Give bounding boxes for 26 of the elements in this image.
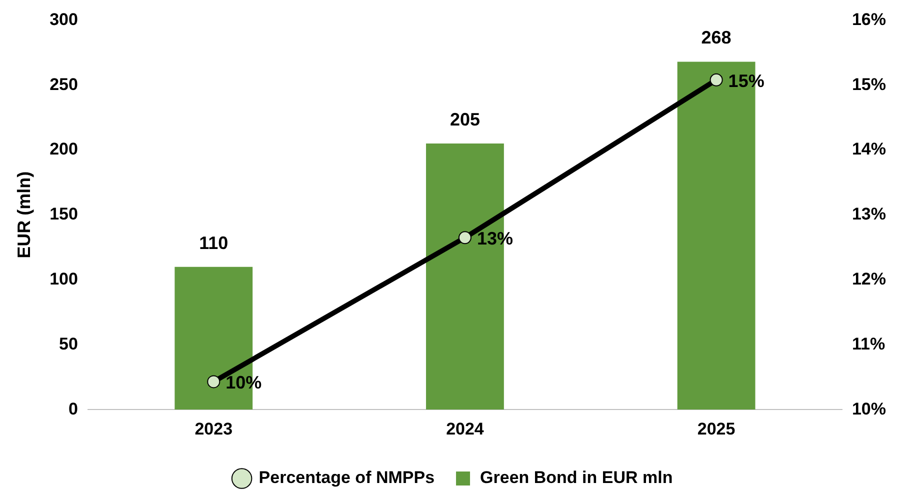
y-tick-label: 200 <box>50 140 78 159</box>
y2-tick-label: 10% <box>852 399 886 418</box>
y-tick-label: 0 <box>68 399 78 418</box>
y-tick-label: 300 <box>50 10 78 29</box>
y-axis-title: EUR (mln) <box>14 171 34 258</box>
data-label: 205 <box>450 109 480 130</box>
x-tick-label: 2024 <box>446 419 484 438</box>
y-tick-label: 250 <box>50 74 78 94</box>
y-tick-label: 150 <box>50 204 78 224</box>
y2-tick-label: 16% <box>852 10 886 29</box>
x-tick-label: 2025 <box>697 419 736 438</box>
point <box>207 375 220 388</box>
point <box>710 73 723 86</box>
y2-tick-label: 11% <box>852 334 886 354</box>
data-label: 110 <box>199 232 228 253</box>
data-label: 268 <box>701 28 732 48</box>
legend-label: Green Bond in EUR mln <box>480 468 673 488</box>
y-tick-label: 50 <box>59 334 78 354</box>
x-tick-label: 2023 <box>194 419 233 438</box>
y-tick-label: 100 <box>50 269 78 288</box>
y2-tick-label: 13% <box>852 204 886 224</box>
point <box>458 231 472 244</box>
y2-tick-label: 12% <box>852 269 886 288</box>
y2-tick-label: 14% <box>852 140 886 159</box>
y2-tick-label: 15% <box>852 74 886 94</box>
legend-label: Percentage of NMPPs <box>258 468 435 488</box>
